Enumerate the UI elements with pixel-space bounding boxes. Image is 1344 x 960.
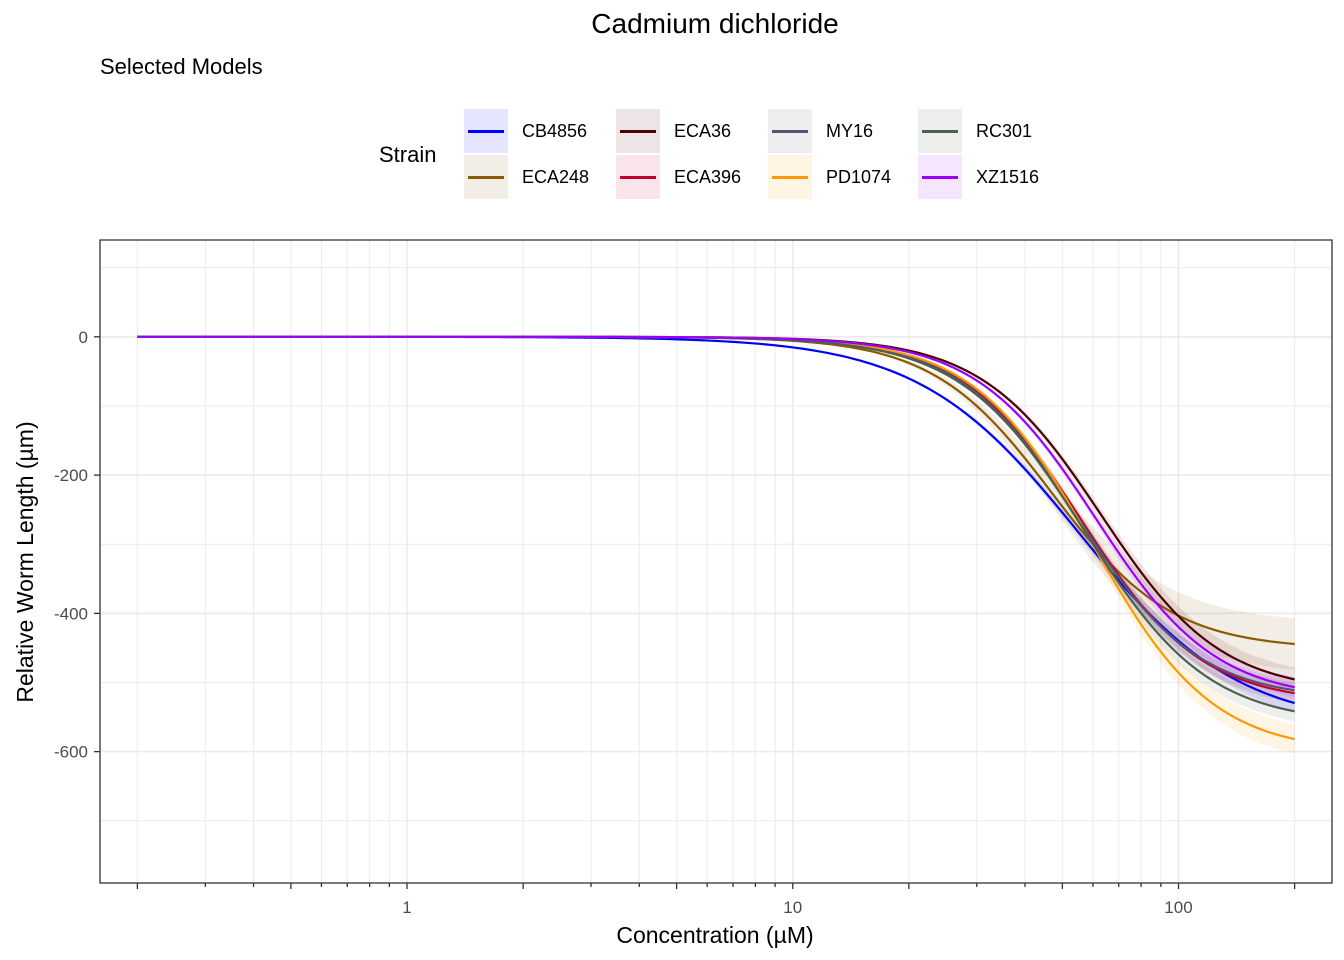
major-gridlines	[100, 240, 1332, 883]
legend-key-line	[468, 176, 504, 179]
legend-item-xz1516: XZ1516	[918, 155, 1039, 199]
x-tick-label: 10	[783, 898, 802, 917]
x-axis-ticks: 1 10 100	[136, 883, 1296, 917]
band-xz1516	[137, 336, 1295, 698]
y-tick-label: -400	[54, 604, 88, 623]
legend-key	[768, 109, 812, 153]
y-tick-label: -200	[54, 466, 88, 485]
legend-item-eca248: ECA248	[464, 155, 589, 199]
legend-key	[768, 155, 812, 199]
x-tick-label: 100	[1164, 898, 1192, 917]
legend-key-line	[922, 130, 958, 133]
y-axis-label: Relative Worm Length (µm)	[12, 421, 38, 702]
legend-key	[464, 155, 508, 199]
legend-label: ECA248	[522, 166, 590, 187]
x-tick-label: 1	[402, 898, 411, 917]
legend-item-rc301: RC301	[918, 109, 1032, 153]
band-eca248	[137, 336, 1295, 670]
legend-key-line	[620, 130, 656, 133]
band-eca396	[137, 336, 1295, 704]
legend-key-line	[772, 176, 808, 179]
y-axis-ticks: 0 -200 -400 -600	[54, 328, 100, 762]
series-lines	[137, 335, 1295, 741]
legend-label: ECA396	[674, 166, 742, 187]
chart-title: Cadmium dichloride	[591, 8, 839, 39]
legend-item-pd1074: PD1074	[768, 155, 891, 199]
x-axis-label: Concentration (µM)	[616, 922, 813, 948]
legend-item-cb4856: CB4856	[464, 109, 587, 153]
band-cb4856	[137, 336, 1295, 713]
legend-key	[918, 109, 962, 153]
legend-label: XZ1516	[976, 166, 1040, 187]
legend-key	[616, 155, 660, 199]
legend-item-eca396: ECA396	[616, 155, 741, 199]
chart-subtitle: Selected Models	[100, 54, 263, 79]
band-rc301	[137, 336, 1295, 722]
legend-label: MY16	[826, 120, 874, 141]
line-eca36	[137, 335, 1295, 681]
y-tick-label: 0	[79, 328, 88, 347]
band-eca36	[137, 336, 1295, 692]
legend-label: CB4856	[522, 120, 588, 141]
line-rc301	[137, 335, 1295, 713]
y-tick-label: -600	[54, 743, 88, 762]
line-xz1516	[137, 335, 1295, 689]
line-my16	[137, 335, 1295, 692]
legend-key	[918, 155, 962, 199]
band-my16	[137, 336, 1295, 701]
legend-label: PD1074	[826, 166, 892, 187]
minor-gridlines	[100, 240, 1332, 883]
confidence-bands	[137, 336, 1295, 754]
panel-border	[99, 239, 1333, 884]
legend-key-line	[620, 176, 656, 179]
legend-key-line	[922, 176, 958, 179]
legend-key	[616, 109, 660, 153]
legend-key-line	[772, 130, 808, 133]
legend-item-eca36: ECA36	[616, 109, 731, 153]
legend-label: RC301	[976, 120, 1033, 141]
legend-item-my16: MY16	[768, 109, 873, 153]
legend-title: Strain	[379, 142, 437, 167]
legend-key-line	[468, 130, 504, 133]
legend-label: ECA36	[674, 120, 732, 141]
legend-key	[464, 109, 508, 153]
line-cb4856	[137, 335, 1295, 705]
line-eca396	[137, 335, 1295, 695]
